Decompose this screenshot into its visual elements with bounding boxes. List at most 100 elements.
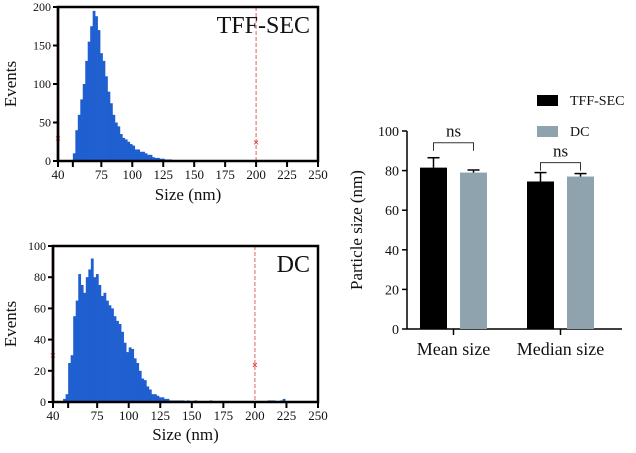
histogram-bar (63, 398, 66, 402)
significance-label: ns (553, 142, 568, 161)
histogram-bar (131, 348, 135, 402)
y-axis-title: Events (1, 301, 20, 347)
histogram-bar (75, 300, 79, 402)
significance-bracket (540, 162, 581, 171)
histogram-bar (105, 76, 108, 161)
histogram-bar (136, 363, 140, 402)
histogram-bar (141, 378, 145, 402)
histogram-bar (139, 151, 143, 161)
x-tick-label: 225 (277, 167, 297, 182)
histogram-bar (154, 157, 158, 161)
histogram-bar (151, 394, 155, 402)
histogram-bar (129, 144, 133, 161)
histogram-bar (70, 355, 74, 402)
histogram-bar (138, 370, 142, 402)
histogram-bar (73, 316, 77, 402)
histogram-bar (123, 342, 127, 402)
x-tick-label: 150 (182, 408, 202, 423)
histogram-bar (110, 103, 113, 161)
x-tick-label: 100 (123, 167, 143, 182)
histogram-bar (122, 137, 126, 161)
histogram-bar (149, 154, 153, 161)
histogram-bar (156, 395, 160, 402)
x-tick-label: 250 (308, 408, 328, 423)
significance-bracket (433, 142, 474, 151)
histogram-bar (90, 258, 94, 402)
histogram-bar (153, 394, 157, 402)
y-tick-label: 0 (45, 154, 51, 168)
gate-marker: × (253, 137, 259, 149)
legend-swatch (537, 126, 558, 137)
histogram-bar (97, 30, 101, 161)
x-tick-label: 125 (153, 167, 173, 182)
y-tick-label: 150 (33, 39, 51, 53)
x-tick-label: 200 (246, 167, 266, 182)
x-tick-label: 40 (47, 408, 60, 423)
histogram-bar (82, 84, 86, 161)
histogram-bar (128, 347, 132, 402)
significance-label: ns (446, 122, 461, 141)
histogram-bar (164, 398, 167, 402)
y-tick-label: 0 (40, 395, 46, 409)
histogram-bar (143, 380, 147, 402)
y-tick-label: 80 (385, 165, 399, 180)
y-tick-label: 20 (34, 364, 46, 378)
histogram-bar (68, 363, 71, 402)
histogram-bar (100, 53, 103, 162)
histogram-bar (142, 151, 145, 161)
histogram-bar (90, 26, 93, 161)
x-tick-label: 200 (245, 408, 265, 423)
histogram-bar (114, 122, 118, 161)
histogram-bar (95, 16, 98, 161)
histogram-bar (282, 398, 286, 402)
histogram-bar (159, 397, 162, 402)
histogram-bar (124, 139, 128, 161)
x-axis-title: Size (nm) (155, 185, 222, 204)
plot-frame (51, 244, 320, 404)
histogram-bar (118, 324, 122, 402)
histogram-bar (147, 154, 150, 161)
legend-swatch (537, 95, 558, 106)
histogram-bar (157, 157, 160, 161)
histogram-bar (102, 60, 106, 161)
histogram-bar (112, 114, 116, 161)
gate-marker: × (252, 360, 258, 372)
histogram-bar (83, 292, 87, 402)
y-tick-label: 80 (34, 270, 46, 284)
y-tick-label: 100 (33, 77, 51, 91)
y-tick-label: 50 (39, 116, 51, 130)
y-tick-label: 0 (392, 323, 399, 338)
x-tick-label: 40 (52, 167, 65, 182)
histogram-bar (95, 274, 99, 402)
histogram-bar (80, 285, 84, 402)
histogram-bar (107, 91, 111, 161)
histogram-bar (127, 141, 131, 161)
x-tick-label: 175 (215, 167, 235, 182)
histogram-bar (92, 10, 96, 161)
histogram-bar (113, 316, 117, 402)
y-tick-label: 100 (378, 125, 399, 140)
histogram-bar (137, 149, 141, 161)
x-tick-label: 75 (95, 167, 108, 182)
y-axis-title: Events (1, 61, 20, 107)
y-tick-label: 40 (385, 244, 399, 259)
histogram-bar (88, 269, 92, 402)
histogram-bar (166, 398, 170, 402)
x-tick-label: 250 (308, 167, 328, 182)
histogram-bar (80, 99, 84, 161)
histogram-bar (98, 285, 102, 402)
histogram-bar (116, 320, 119, 402)
bar-dc (460, 172, 487, 329)
histogram-bar (77, 114, 81, 161)
histogram-bar (87, 41, 91, 161)
y-tick-label: 60 (385, 204, 399, 219)
y-axis-title: Particle size (nm) (347, 170, 366, 290)
x-tick-label: 100 (119, 408, 139, 423)
legend-label: TFF-SEC (570, 94, 624, 109)
histogram-bar (103, 292, 107, 402)
histogram-bar (100, 295, 104, 402)
bar-dc (567, 176, 594, 329)
histogram-bar (93, 277, 97, 402)
